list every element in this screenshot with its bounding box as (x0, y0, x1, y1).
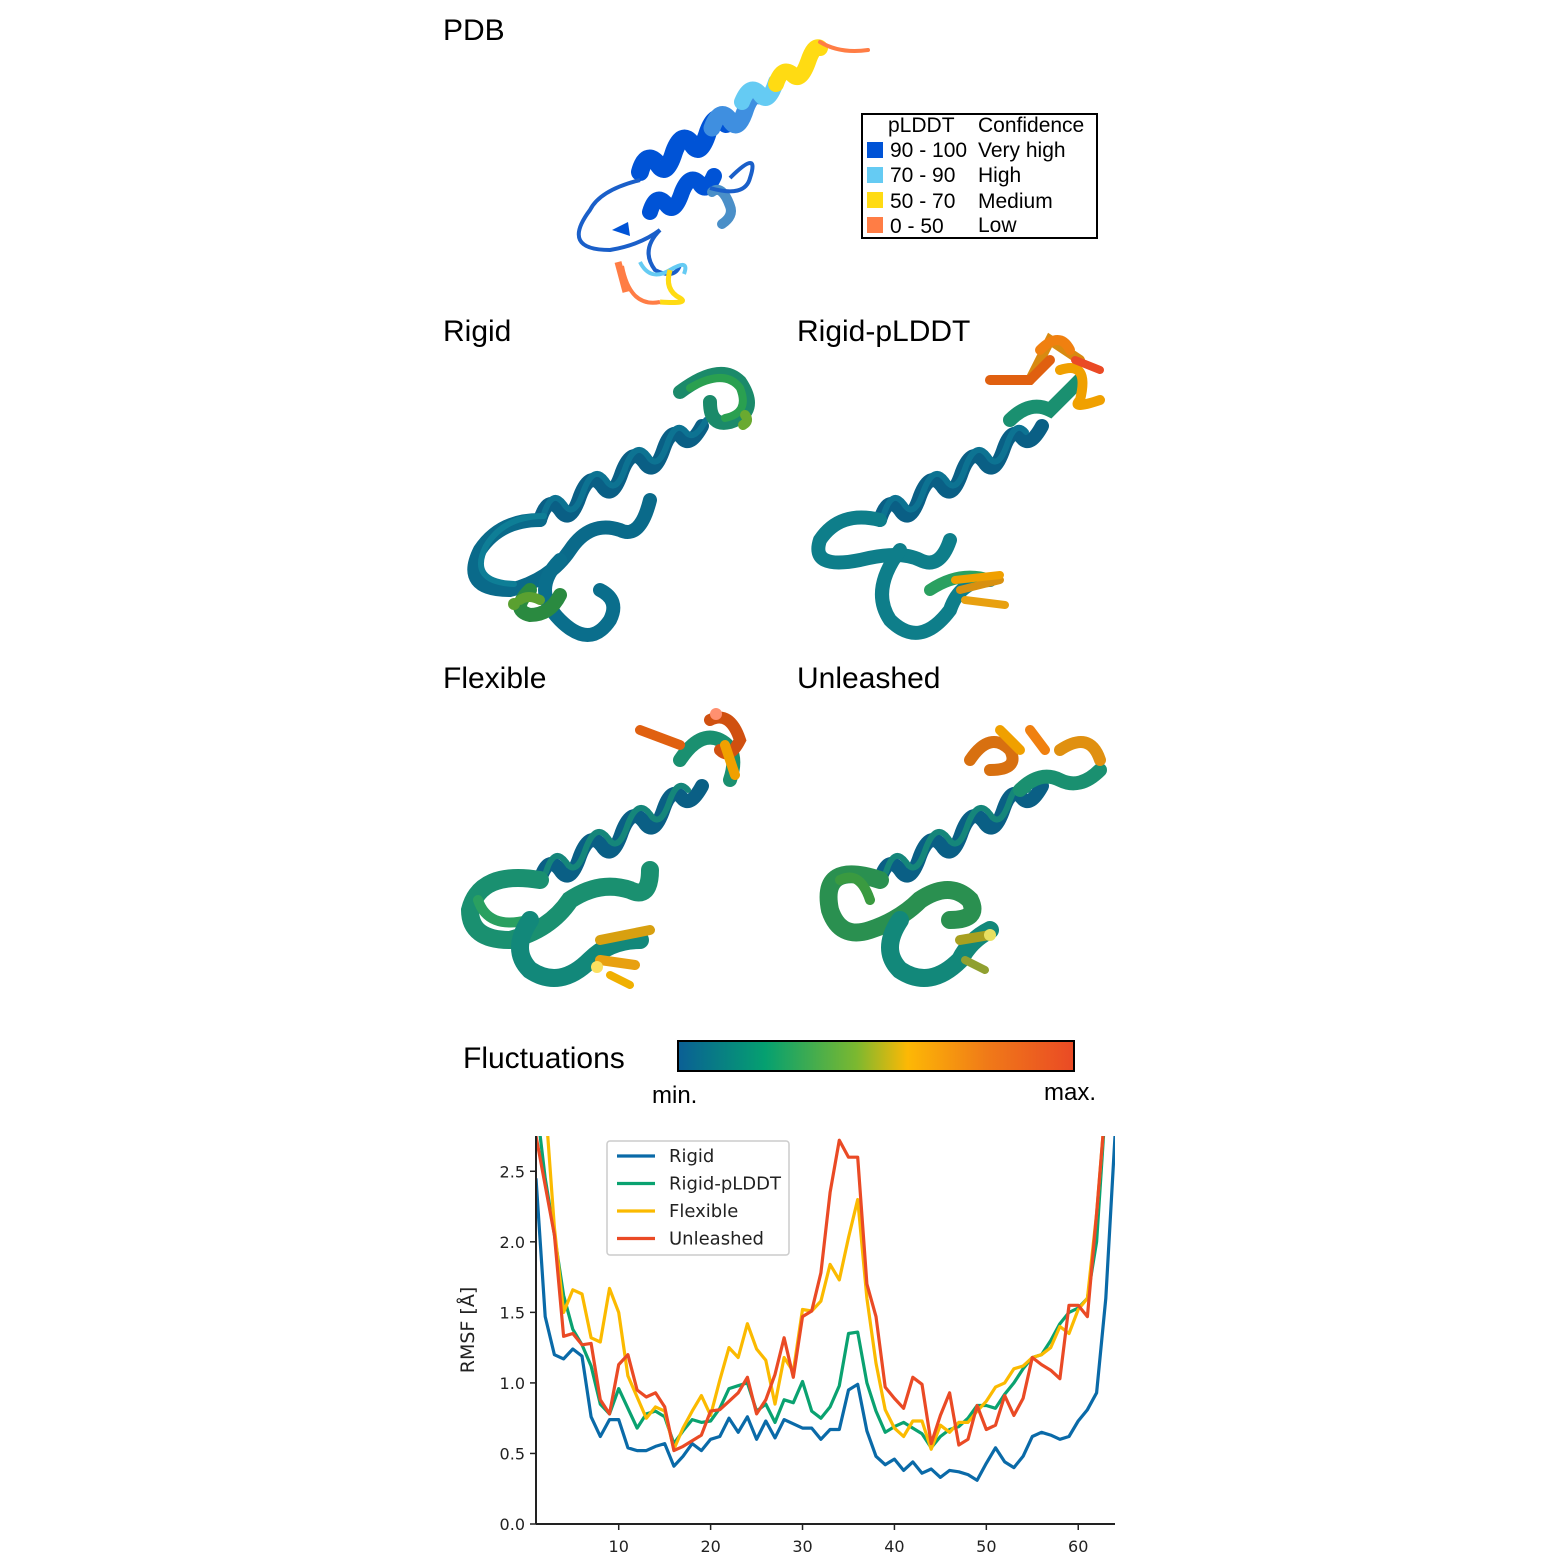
x-tick-label: 40 (884, 1537, 904, 1556)
pdb-structure (576, 39, 870, 305)
y-tick-label: 1.5 (500, 1303, 525, 1322)
y-tick-label: 0.0 (500, 1515, 525, 1534)
series-layer (537, 1136, 1115, 1482)
y-tick-label: 2.5 (500, 1162, 525, 1181)
plddt-header-range: pLDDT (888, 114, 955, 137)
y-tick-label: 2.0 (500, 1233, 525, 1252)
rigid-plddt-title: Rigid-pLDDT (797, 315, 970, 348)
plddt-swatch-very-high (867, 142, 883, 158)
plddt-conf-2: High (978, 164, 1021, 187)
series-line-flexible (546, 1136, 1105, 1451)
plddt-conf-1: Very high (978, 139, 1066, 162)
legend-label-rigid: Rigid (669, 1146, 714, 1167)
colorbar-max-label: max. (1044, 1079, 1096, 1106)
fluctuation-colorbar: Fluctuations min. max. (463, 1040, 1096, 1109)
x-tick-label: 10 (609, 1537, 629, 1556)
pdb-title: PDB (443, 14, 505, 47)
series-line-rigid-plddt (538, 1136, 1106, 1450)
plddt-range-4: 0 - 50 (890, 215, 944, 238)
rigid-plddt-panel: Rigid-pLDDT (797, 315, 1105, 640)
y-tick-label: 1.0 (500, 1374, 525, 1393)
flexible-ensemble (460, 708, 747, 989)
x-ticks: 10 20 30 40 50 60 (609, 1524, 1088, 1556)
unleashed-title: Unleashed (797, 662, 940, 695)
rigid-plddt-ensemble (811, 332, 1105, 640)
flexible-title: Flexible (443, 662, 546, 695)
plddt-swatch-low (867, 217, 883, 233)
x-tick-label: 30 (792, 1537, 812, 1556)
plddt-swatch-high (867, 167, 883, 183)
x-tick-label: 20 (700, 1537, 720, 1556)
plddt-header-confidence: Confidence (978, 114, 1084, 137)
series-line-rigid (537, 1136, 1115, 1482)
x-tick-label: 50 (976, 1537, 996, 1556)
x-tick-label: 60 (1068, 1537, 1088, 1556)
colorbar-min-label: min. (652, 1082, 697, 1109)
plddt-range-2: 70 - 90 (890, 164, 955, 187)
legend-label-rigid-plddt: Rigid-pLDDT (669, 1174, 782, 1195)
plddt-legend-frame (861, 113, 1098, 239)
rigid-ensemble (467, 367, 755, 642)
rigid-panel: Rigid (443, 315, 755, 642)
plddt-conf-4: Low (978, 214, 1017, 237)
rigid-title: Rigid (443, 315, 511, 348)
flexible-panel: Flexible (443, 662, 747, 989)
chart-legend-frame (606, 1140, 790, 1256)
plddt-swatch-medium (867, 192, 883, 208)
series-line-unleashed (537, 1136, 1105, 1453)
colorbar-label: Fluctuations (463, 1042, 625, 1075)
plddt-legend: pLDDT Confidence 90 - 100 Very high 70 -… (861, 113, 1098, 239)
unleashed-panel: Unleashed (797, 662, 1107, 987)
y-axis-label: RMSF [Å] (456, 1287, 479, 1373)
plddt-range-1: 90 - 100 (890, 139, 967, 162)
y-tick-label: 0.5 (500, 1444, 525, 1463)
chart-legend: Rigid Rigid-pLDDT Flexible Unleashed (606, 1140, 790, 1256)
unleashed-ensemble (819, 725, 1107, 987)
colorbar-gradient (677, 1040, 1075, 1072)
rmsf-chart: 0.0 0.5 1.0 1.5 2.0 2.5 10 20 30 40 50 60 RMSF [Å]… (456, 1136, 1115, 1556)
plddt-conf-3: Medium (978, 190, 1053, 213)
legend-label-unleashed: Unleashed (669, 1229, 764, 1250)
plddt-range-3: 50 - 70 (890, 190, 955, 213)
legend-items: Rigid Rigid-pLDDT Flexible Unleashed (617, 1146, 782, 1250)
legend-label-flexible: Flexible (669, 1201, 738, 1222)
pdb-panel: PDB pLDDT Confidence (443, 14, 1098, 305)
y-ticks: 0.0 0.5 1.0 1.5 2.0 2.5 (500, 1162, 536, 1534)
